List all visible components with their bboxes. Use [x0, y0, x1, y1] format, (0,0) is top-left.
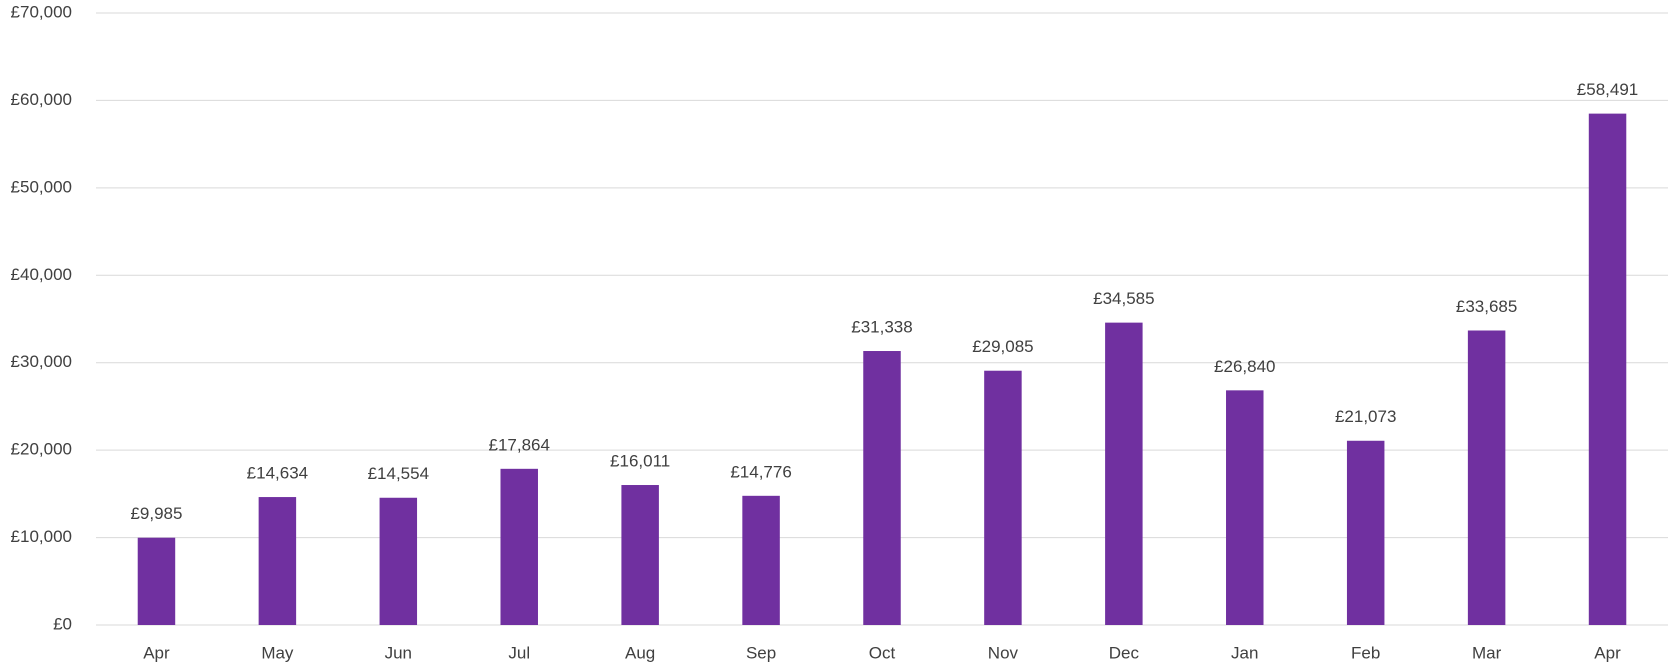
bar: [1588, 113, 1627, 625]
x-tick-label: Sep: [746, 643, 776, 662]
x-tick-label: Apr: [143, 643, 170, 662]
bar: [500, 468, 538, 625]
data-label: £58,491: [1577, 80, 1638, 99]
x-tick-label: Nov: [988, 643, 1019, 662]
data-label: £17,864: [489, 435, 550, 454]
data-label: £9,985: [130, 504, 182, 523]
bar: [1467, 330, 1506, 625]
data-label: £33,685: [1456, 297, 1517, 316]
x-tick-label: Jun: [385, 643, 412, 662]
x-tick-label: Apr: [1594, 643, 1621, 662]
bar: [1346, 440, 1385, 625]
x-tick-label: Mar: [1472, 643, 1502, 662]
y-tick-label: £70,000: [11, 2, 72, 21]
y-tick-label: £40,000: [11, 265, 72, 284]
x-tick-label: Jul: [508, 643, 530, 662]
x-tick-label: Feb: [1351, 643, 1380, 662]
y-tick-label: £60,000: [11, 90, 72, 109]
bar: [379, 497, 418, 625]
bar: [742, 495, 780, 625]
data-label: £31,338: [851, 318, 912, 337]
bar: [863, 351, 901, 625]
y-tick-label: £30,000: [11, 352, 72, 371]
data-label: £34,585: [1093, 289, 1154, 308]
data-label: £14,776: [730, 462, 791, 481]
bar: [1105, 322, 1143, 625]
bar: [621, 485, 659, 625]
y-tick-label: £0: [53, 614, 72, 633]
data-label: £14,554: [368, 464, 429, 483]
data-label: £29,085: [972, 337, 1033, 356]
data-label: £14,634: [247, 464, 308, 483]
y-tick-label: £50,000: [11, 177, 72, 196]
x-tick-label: Aug: [625, 643, 655, 662]
x-tick-label: May: [261, 643, 294, 662]
data-label: £21,073: [1335, 407, 1396, 426]
x-tick-label: Oct: [869, 643, 896, 662]
y-tick-label: £20,000: [11, 440, 72, 459]
x-tick-label: Dec: [1109, 643, 1140, 662]
y-tick-label: £10,000: [11, 527, 72, 546]
bar: [1226, 390, 1264, 625]
data-label: £26,840: [1214, 357, 1275, 376]
x-tick-label: Jan: [1231, 643, 1258, 662]
data-label: £16,011: [610, 452, 670, 471]
bar: [258, 497, 297, 625]
bar: [137, 537, 176, 625]
bar: [984, 370, 1022, 625]
